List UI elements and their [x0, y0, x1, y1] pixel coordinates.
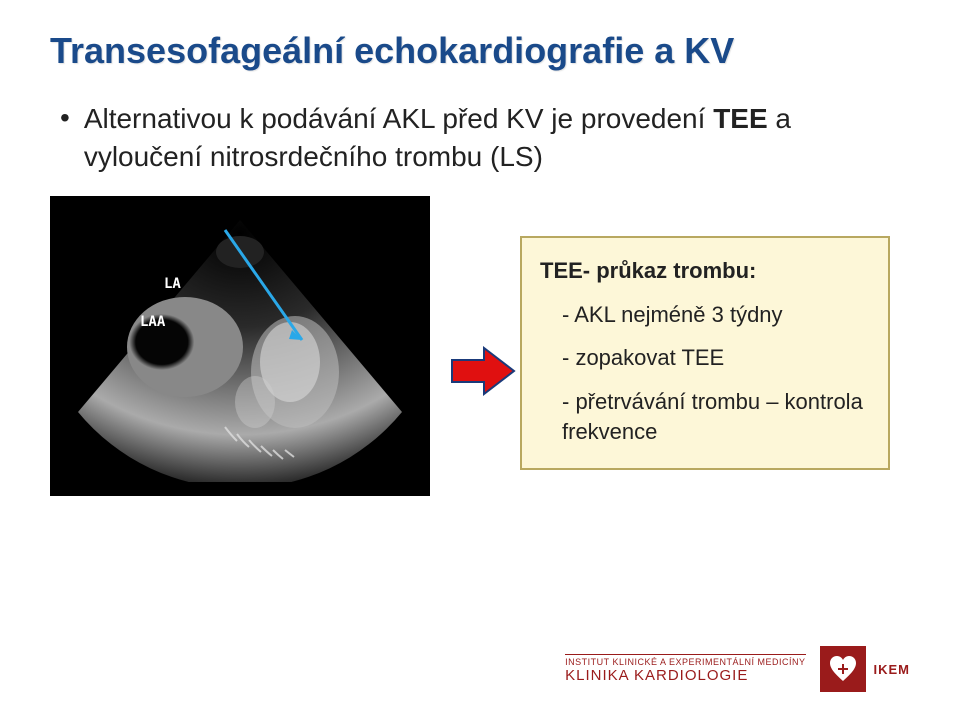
bullet-marker: • [60, 100, 70, 136]
callout-line-1: - AKL nejméně 3 týdny [562, 300, 870, 330]
callout-title-text: TEE- průkaz trombu [540, 258, 749, 283]
callout-line-3: - přetrvávání trombu – kontrola frekvenc… [562, 387, 870, 446]
callout-line-2: - zopakovat TEE [562, 343, 870, 373]
slide-title: Transesofageální echokardiografie a KV [50, 30, 910, 72]
footer-text-block: INSTITUT KLINICKÉ A EXPERIMENTÁLNÍ MEDIC… [565, 654, 805, 684]
slide: Transesofageální echokardiografie a KV •… [0, 0, 960, 720]
footer-klinika: KLINIKA KARDIOLOGIE [565, 667, 805, 684]
callout-title-colon: : [749, 258, 756, 283]
echocardiogram-image: LA LAA [50, 196, 430, 496]
bullet-text: Alternativou k podávání AKL před KV je p… [84, 100, 910, 176]
red-arrow-icon [450, 346, 516, 396]
callout-title: TEE- průkaz trombu: [540, 258, 870, 284]
echo-label-la: LA [164, 276, 181, 292]
footer: INSTITUT KLINICKÉ A EXPERIMENTÁLNÍ MEDIC… [565, 646, 910, 692]
footer-logo [820, 646, 866, 692]
bullet-pre: Alternativou k podávání AKL před KV je p… [84, 103, 713, 134]
footer-ikem: IKEM [874, 662, 911, 677]
bullet-item: • Alternativou k podávání AKL před KV je… [60, 100, 910, 176]
echo-fan-svg [70, 212, 410, 482]
content-row: LA LAA TEE- průkaz trombu: - AKL nejméně… [50, 196, 910, 526]
callout-box: TEE- průkaz trombu: - AKL nejméně 3 týdn… [520, 236, 890, 471]
footer-institute: INSTITUT KLINICKÉ A EXPERIMENTÁLNÍ MEDIC… [565, 654, 805, 667]
echo-label-laa: LAA [140, 314, 165, 330]
bullet-bold: TEE [713, 103, 767, 134]
heart-icon [828, 654, 858, 684]
